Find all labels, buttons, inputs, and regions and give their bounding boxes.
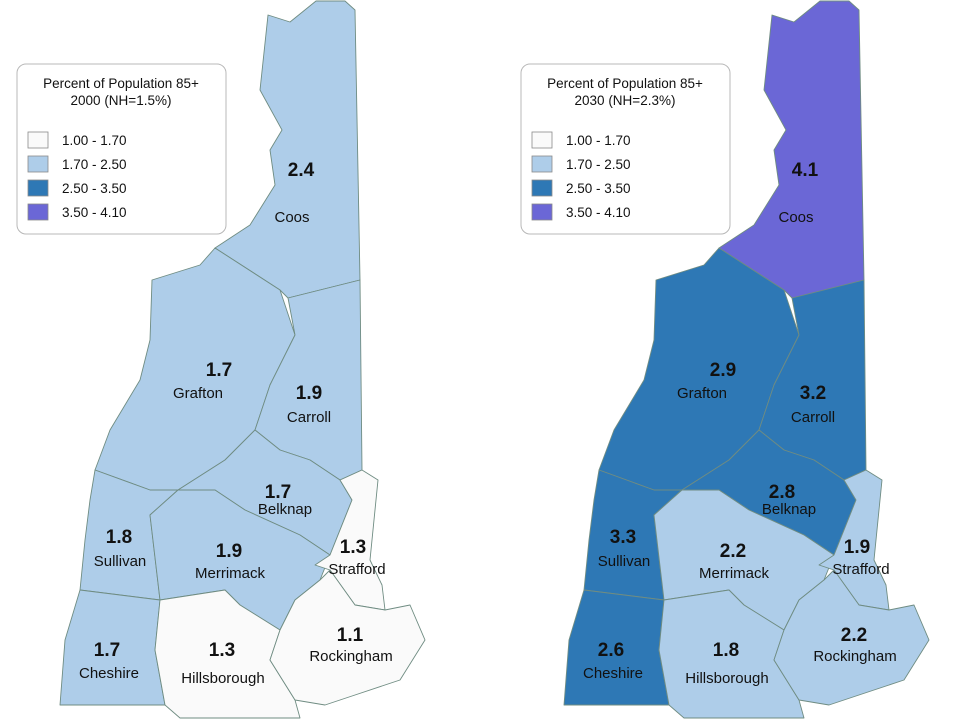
- value-label-carroll: 3.2: [800, 383, 826, 404]
- value-label-belknap: 1.7: [265, 482, 291, 503]
- county-label-carroll: Carroll: [791, 409, 835, 426]
- county-coos: [214, 0, 361, 299]
- county-rockingham: [269, 569, 426, 706]
- county-label-hillsborough: Hillsborough: [181, 670, 264, 687]
- legend-title-line1: Percent of Population 85+: [547, 76, 703, 91]
- value-label-rockingham: 1.1: [337, 625, 364, 646]
- county-label-coos: Coos: [274, 209, 309, 226]
- county-label-hillsborough: Hillsborough: [685, 670, 768, 687]
- county-label-cheshire: Cheshire: [79, 665, 139, 682]
- legend-swatch-4: [27, 203, 49, 221]
- legend-label-1: 1.00 - 1.70: [566, 133, 631, 148]
- legend-label-3: 2.50 - 3.50: [62, 181, 127, 196]
- legend-label-3: 2.50 - 3.50: [566, 181, 631, 196]
- value-label-hillsborough: 1.8: [713, 640, 739, 661]
- legend-label-4: 3.50 - 4.10: [566, 205, 631, 220]
- legend-swatch-2: [531, 155, 553, 173]
- value-label-belknap: 2.8: [769, 482, 795, 503]
- legend-swatch-1: [27, 131, 49, 149]
- legend-title-line2: 2030 (NH=2.3%): [575, 93, 676, 108]
- legend-swatch-4: [531, 203, 553, 221]
- legend-title-line1: Percent of Population 85+: [43, 76, 199, 91]
- value-label-strafford: 1.9: [844, 537, 870, 558]
- map-2030-labels: 4.1 Coos 2.9 Grafton 3.2 Carroll 2.8 Bel…: [583, 160, 897, 687]
- legend-box: [520, 63, 731, 235]
- county-coos: [718, 0, 865, 299]
- legend-2000: Percent of Population 85+ 2000 (NH=1.5%)…: [16, 63, 227, 235]
- value-label-coos: 2.4: [288, 160, 315, 181]
- legend-label-1: 1.00 - 1.70: [62, 133, 127, 148]
- map-2030: 4.1 Coos 2.9 Grafton 3.2 Carroll 2.8 Bel…: [520, 0, 930, 719]
- value-label-carroll: 1.9: [296, 383, 322, 404]
- legend-title-line2: 2000 (NH=1.5%): [71, 93, 172, 108]
- value-label-rockingham: 2.2: [841, 625, 867, 646]
- value-label-merrimack: 2.2: [720, 541, 746, 562]
- legend-label-4: 3.50 - 4.10: [62, 205, 127, 220]
- legend-swatch-3: [531, 179, 553, 197]
- county-label-coos: Coos: [778, 209, 813, 226]
- county-label-belknap: Belknap: [258, 501, 312, 518]
- value-label-hillsborough: 1.3: [209, 640, 235, 661]
- county-label-grafton: Grafton: [173, 385, 223, 402]
- legend-label-2: 1.70 - 2.50: [62, 157, 127, 172]
- county-label-strafford: Strafford: [328, 561, 385, 578]
- value-label-cheshire: 2.6: [598, 640, 624, 661]
- legend-swatch-3: [27, 179, 49, 197]
- county-label-merrimack: Merrimack: [195, 565, 265, 582]
- value-label-sullivan: 3.3: [610, 527, 636, 548]
- county-label-cheshire: Cheshire: [583, 665, 643, 682]
- value-label-cheshire: 1.7: [94, 640, 120, 661]
- county-label-sullivan: Sullivan: [94, 553, 147, 570]
- value-label-strafford: 1.3: [340, 537, 366, 558]
- county-rockingham: [773, 569, 930, 706]
- legend-swatch-2: [27, 155, 49, 173]
- county-label-carroll: Carroll: [287, 409, 331, 426]
- map-2000-labels: 2.4 Coos 1.7 Grafton 1.9 Carroll 1.7 Bel…: [79, 160, 393, 687]
- county-label-rockingham: Rockingham: [813, 648, 896, 665]
- value-label-grafton: 1.7: [206, 360, 232, 381]
- value-label-grafton: 2.9: [710, 360, 736, 381]
- legend-swatch-1: [531, 131, 553, 149]
- county-label-belknap: Belknap: [762, 501, 816, 518]
- value-label-coos: 4.1: [792, 160, 819, 181]
- county-label-sullivan: Sullivan: [598, 553, 651, 570]
- value-label-sullivan: 1.8: [106, 527, 132, 548]
- legend-2030: Percent of Population 85+ 2030 (NH=2.3%)…: [520, 63, 731, 235]
- map-2000: 2.4 Coos 1.7 Grafton 1.9 Carroll 1.7 Bel…: [16, 0, 426, 719]
- county-label-grafton: Grafton: [677, 385, 727, 402]
- legend-label-2: 1.70 - 2.50: [566, 157, 631, 172]
- legend-box: [16, 63, 227, 235]
- county-label-strafford: Strafford: [832, 561, 889, 578]
- county-label-rockingham: Rockingham: [309, 648, 392, 665]
- county-label-merrimack: Merrimack: [699, 565, 769, 582]
- value-label-merrimack: 1.9: [216, 541, 242, 562]
